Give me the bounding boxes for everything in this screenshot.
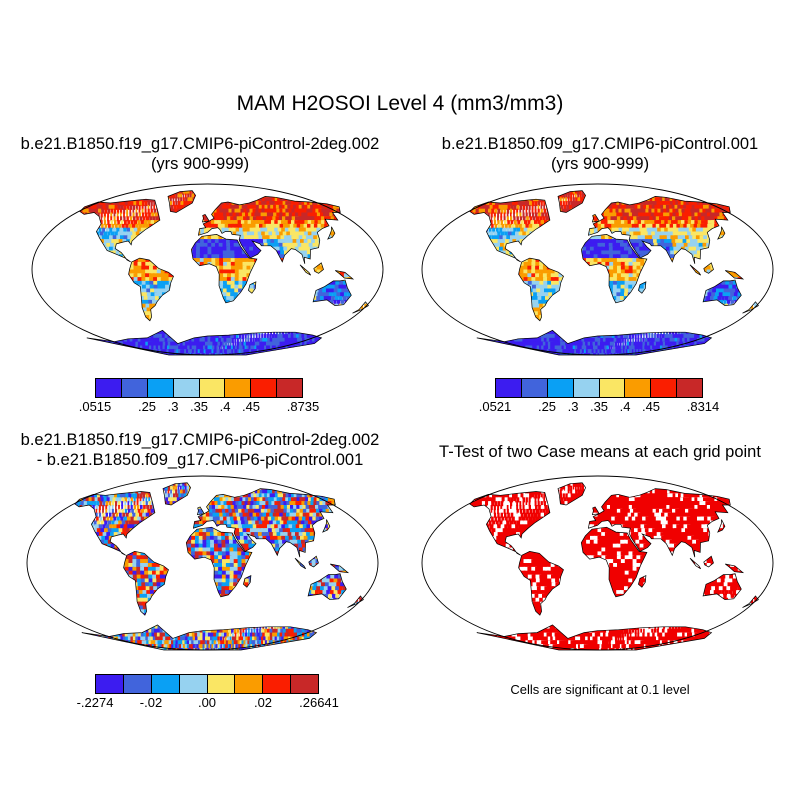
panel3-title-line2: - b.e21.B1850.f09_g17.CMIP6-piControl.00…: [36, 451, 364, 469]
colorbar-box: [199, 379, 226, 397]
colorbar-label: .4: [619, 399, 631, 414]
panel3-title-line1: b.e21.B1850.f19_g17.CMIP6-piControl-2deg…: [20, 431, 380, 449]
colorbar-box: [179, 675, 208, 693]
panel2-colorbar: .0521 .25 .3 .35 .4 .45 .8314: [479, 378, 719, 414]
colorbar-label: .35: [589, 399, 609, 414]
colorbar-box: [573, 379, 600, 397]
panel1-title: b.e21.B1850.f19_g17.CMIP6-piControl-2deg…: [0, 134, 400, 174]
colorbar-label: .00: [197, 695, 217, 710]
panel4-map: [421, 475, 774, 651]
colorbar-label: .45: [641, 399, 661, 414]
panel1-title-line2: (yrs 900-999): [150, 155, 250, 173]
colorbar-label: .25: [137, 399, 157, 414]
panel4-title: T-Test of two Case means at each grid po…: [400, 442, 800, 462]
colorbar-box: [123, 675, 152, 693]
colorbar-label: .3: [167, 399, 179, 414]
colorbar-label: .8735: [286, 399, 320, 414]
colorbar-box: [291, 675, 318, 693]
figure-title: MAM H2OSOI Level 4 (mm3/mm3): [236, 92, 564, 115]
colorbar-label: .02: [253, 695, 273, 710]
colorbar-box: [151, 675, 180, 693]
colorbar-box: [207, 675, 236, 693]
colorbar-box: [121, 379, 148, 397]
colorbar-box: [263, 675, 292, 693]
colorbar-boxes: [95, 378, 303, 398]
colorbar-box: [225, 379, 252, 397]
panel1-colorbar: .0515 .25 .3 .35 .4 .45 .8735: [79, 378, 319, 414]
colorbar-box: [599, 379, 626, 397]
colorbar-label: -.2274: [76, 695, 114, 710]
colorbar-box: [521, 379, 548, 397]
colorbar-label: -.02: [139, 695, 163, 710]
colorbar-box: [651, 379, 678, 397]
colorbar-label: .3: [567, 399, 579, 414]
colorbar-label: .0515: [78, 399, 112, 414]
panel1-title-line1: b.e21.B1850.f19_g17.CMIP6-piControl-2deg…: [20, 135, 380, 153]
colorbar-label: .8314: [686, 399, 720, 414]
panel2-title: b.e21.B1850.f09_g17.CMIP6-piControl.001 …: [400, 134, 800, 174]
panel3-title: b.e21.B1850.f19_g17.CMIP6-piControl-2deg…: [0, 430, 400, 470]
panel4-note: Cells are significant at 0.1 level: [510, 682, 690, 697]
colorbar-box: [147, 379, 174, 397]
colorbar-label: .26641: [299, 695, 339, 710]
panel2-map: [421, 183, 774, 356]
colorbar-label: .4: [219, 399, 231, 414]
colorbar-box: [96, 379, 122, 397]
panel4-title-line1: T-Test of two Case means at each grid po…: [439, 443, 761, 461]
panel1-map: [31, 183, 384, 356]
panel3-map: [26, 475, 379, 651]
colorbar-box: [677, 379, 702, 397]
colorbar-label: .25: [537, 399, 557, 414]
colorbar-box: [496, 379, 522, 397]
colorbar-box: [96, 675, 124, 693]
panel2-title-line2: (yrs 900-999): [550, 155, 650, 173]
colorbar-label: .0521: [478, 399, 512, 414]
colorbar-label: .35: [189, 399, 209, 414]
colorbar-box: [235, 675, 264, 693]
colorbar-boxes: [495, 378, 703, 398]
colorbar-box: [173, 379, 200, 397]
colorbar-box: [547, 379, 574, 397]
colorbar-box: [625, 379, 652, 397]
colorbar-boxes: [95, 674, 319, 694]
colorbar-box: [251, 379, 278, 397]
panel3-colorbar: -.2274 -.02 .00 .02 .26641: [77, 674, 339, 710]
panel2-title-line1: b.e21.B1850.f09_g17.CMIP6-piControl.001: [441, 135, 759, 153]
colorbar-box: [277, 379, 302, 397]
colorbar-label: .45: [241, 399, 261, 414]
